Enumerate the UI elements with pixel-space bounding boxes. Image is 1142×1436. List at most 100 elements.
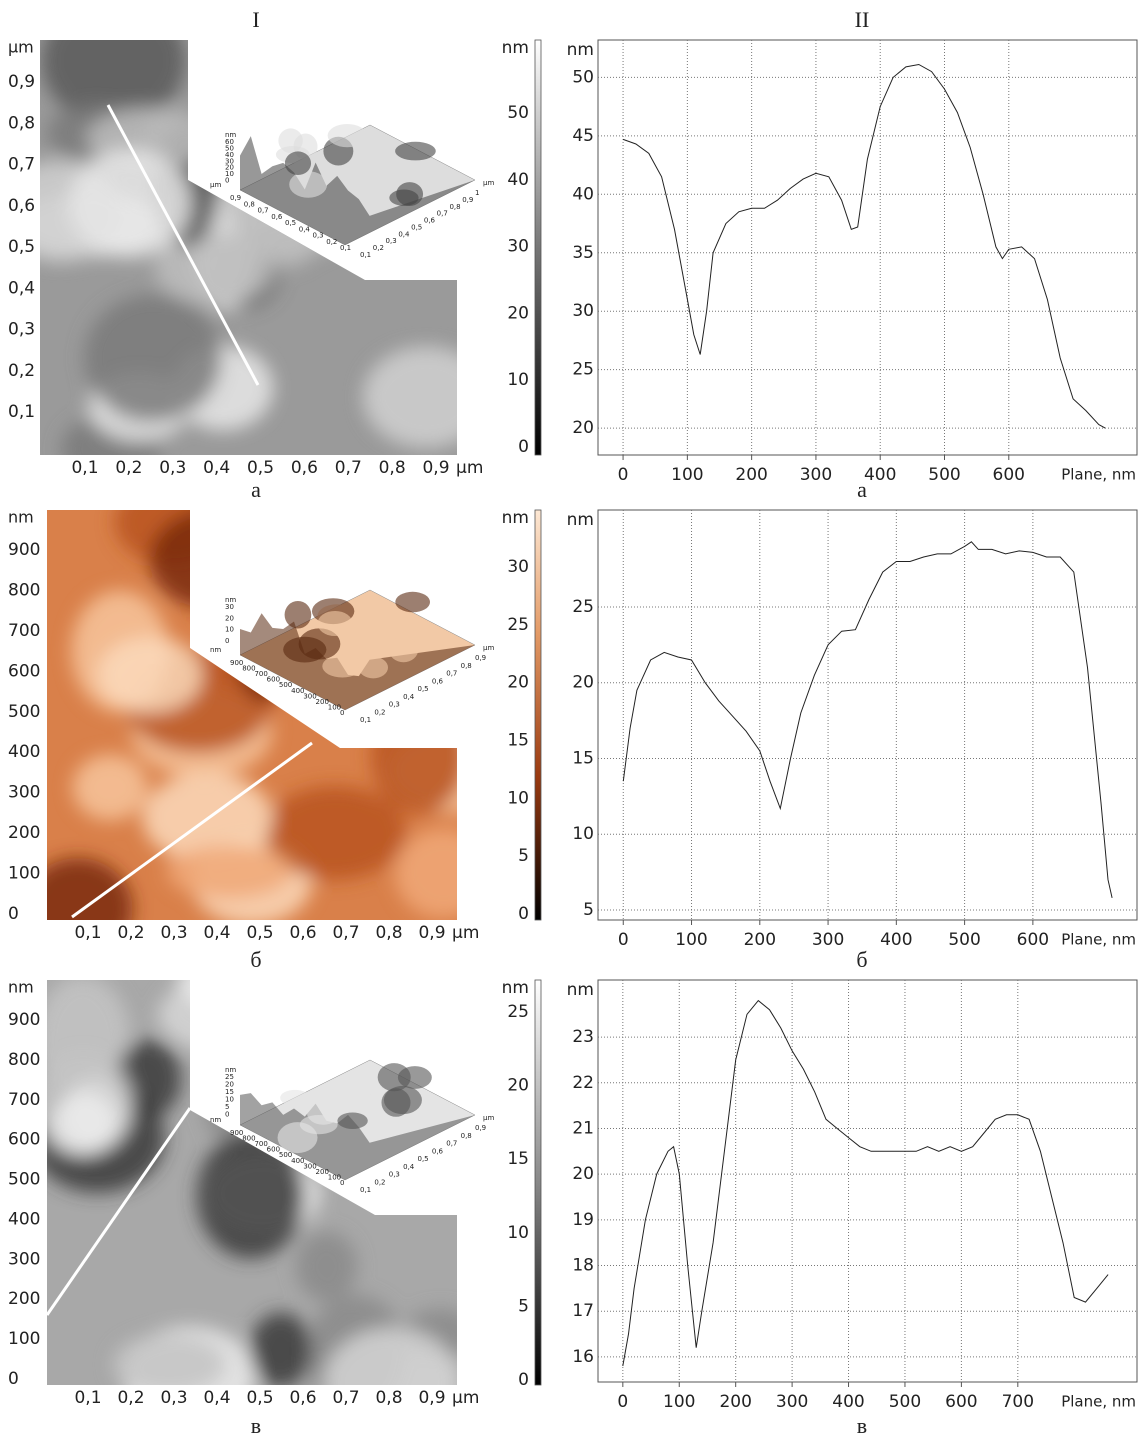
colorbar-tick-label: 40 — [507, 170, 529, 190]
colorbar-tick-label: 10 — [507, 1223, 529, 1243]
inset-right-tick: 0,1 — [360, 1186, 371, 1194]
colorbar-tick-label: 25 — [507, 1002, 529, 1022]
x-tick-label: 0,2 — [115, 458, 142, 478]
inset-right-unit: μm — [483, 644, 494, 652]
colorbar-unit: nm — [502, 38, 529, 58]
x-tick-label: 0,1 — [74, 1388, 101, 1408]
afm-image — [0, 0, 490, 483]
inset-left-unit: nm — [210, 1116, 221, 1124]
inset-right-tick: 0,5 — [418, 1155, 429, 1163]
inset-z-tick: 30 — [225, 603, 234, 611]
inset-right-tick: 0,9 — [475, 1124, 486, 1132]
inset-grain — [396, 182, 423, 206]
inset-right-tick: 0,8 — [449, 203, 460, 211]
afm-image — [23, 480, 520, 960]
inset-right-tick: 0,3 — [389, 1171, 400, 1179]
x-tick-label: 0,6 — [291, 458, 318, 478]
y-tick-label: 800 — [8, 1050, 40, 1070]
y-tick-label: 15 — [572, 748, 594, 768]
x-tick-label: 0,8 — [379, 458, 406, 478]
inset-grain — [280, 1090, 310, 1106]
x-tick-label: 0 — [617, 1392, 628, 1412]
grain — [167, 845, 292, 899]
x-tick-label: 0,9 — [418, 1388, 445, 1408]
inset-right-tick: 0,7 — [446, 670, 457, 678]
x-tick-label: 500 — [889, 1392, 921, 1412]
y-tick-label: 0,1 — [8, 402, 35, 422]
colorbar-tick-label: 5 — [518, 846, 529, 866]
grain — [241, 966, 358, 1046]
inset-left-tick: 0,3 — [313, 232, 324, 240]
colorbar-tick-label: 10 — [507, 370, 529, 390]
y-tick-label: 200 — [8, 823, 40, 843]
y-tick-label: 500 — [8, 1170, 40, 1190]
colorbar-tick-label: 0 — [518, 437, 529, 457]
inset-grain — [283, 637, 326, 663]
y-tick-label: 25 — [572, 360, 594, 380]
y-tick-label: 500 — [8, 702, 40, 722]
grain — [250, 1313, 312, 1388]
profile-line — [623, 542, 1112, 898]
x-tick-label: 200 — [719, 1392, 751, 1412]
y-axis-label: nm — [567, 980, 594, 1000]
y-unit: μm — [8, 38, 34, 57]
grain — [50, 1092, 117, 1154]
inset-right-tick: 0,2 — [373, 244, 384, 252]
grain — [84, 294, 221, 421]
y-tick-label: 20 — [572, 673, 594, 693]
inset-right-tick: 0,5 — [411, 223, 422, 231]
y-tick-label: 400 — [8, 1209, 40, 1229]
inset-left-unit: μm — [210, 181, 221, 189]
inset-left-tick: 0,7 — [258, 207, 269, 215]
y-tick-label: 45 — [572, 126, 594, 146]
y-tick-label: 300 — [8, 1249, 40, 1269]
inset-right-tick: 0,6 — [424, 217, 436, 225]
y-tick-label: 200 — [8, 1289, 40, 1309]
inset-right-tick: 0,4 — [403, 1163, 415, 1171]
grain — [41, 0, 186, 125]
x-tick-label: 700 — [1002, 1392, 1034, 1412]
inset-right-tick: 0,6 — [432, 1147, 444, 1155]
colorbar-tick-label: 10 — [507, 788, 529, 808]
grain — [375, 512, 441, 577]
x-tick-label: 0,5 — [246, 923, 273, 943]
y-tick-label: 100 — [8, 864, 40, 884]
colorbar-unit: nm — [502, 978, 529, 998]
x-tick-label: 0,2 — [117, 1388, 144, 1408]
y-tick-label: 300 — [8, 783, 40, 803]
inset-right-tick: 0,1 — [360, 251, 371, 259]
inset-left-tick: 0,9 — [230, 194, 241, 202]
inset-grain — [285, 601, 312, 629]
grain — [73, 755, 148, 821]
inset-right-unit: μm — [483, 1114, 494, 1122]
x-tick-label: 0,1 — [71, 458, 98, 478]
inset-right-tick: 0,5 — [418, 685, 429, 693]
inset-grain — [285, 151, 311, 175]
y-tick-label: 0 — [8, 904, 19, 924]
colorbar-tick-label: 15 — [507, 731, 529, 751]
x-tick-label: 400 — [864, 465, 896, 485]
colorbar-tick-label: 20 — [507, 1076, 529, 1096]
y-tick-label: 21 — [572, 1118, 594, 1138]
inset-z-tick: 10 — [225, 626, 234, 634]
x-tick-label: 500 — [928, 465, 960, 485]
x-tick-label: 0,4 — [203, 1388, 230, 1408]
inset-right-tick: 1 — [475, 189, 479, 197]
inset-z-tick: 0 — [225, 1111, 229, 1119]
grain — [395, 828, 492, 918]
colorbar-tick-label: 0 — [518, 904, 529, 924]
y-tick-label: 700 — [8, 1090, 40, 1110]
caption: а — [251, 477, 261, 502]
x-tick-label: 0,3 — [160, 923, 187, 943]
inset-grain — [389, 637, 419, 662]
x-unit: μm — [456, 458, 483, 478]
y-tick-label: 19 — [572, 1210, 594, 1230]
inset-right-tick: 0,8 — [461, 662, 472, 670]
inset-right-tick: 0,7 — [437, 210, 448, 218]
x-tick-label: 600 — [993, 465, 1025, 485]
inset-grain — [278, 1122, 318, 1153]
x-tick-label: 600 — [945, 1392, 977, 1412]
inset-right-tick: 0,9 — [462, 196, 473, 204]
inset-left-tick: 0,1 — [340, 244, 351, 252]
x-tick-label: 0,6 — [289, 1388, 316, 1408]
